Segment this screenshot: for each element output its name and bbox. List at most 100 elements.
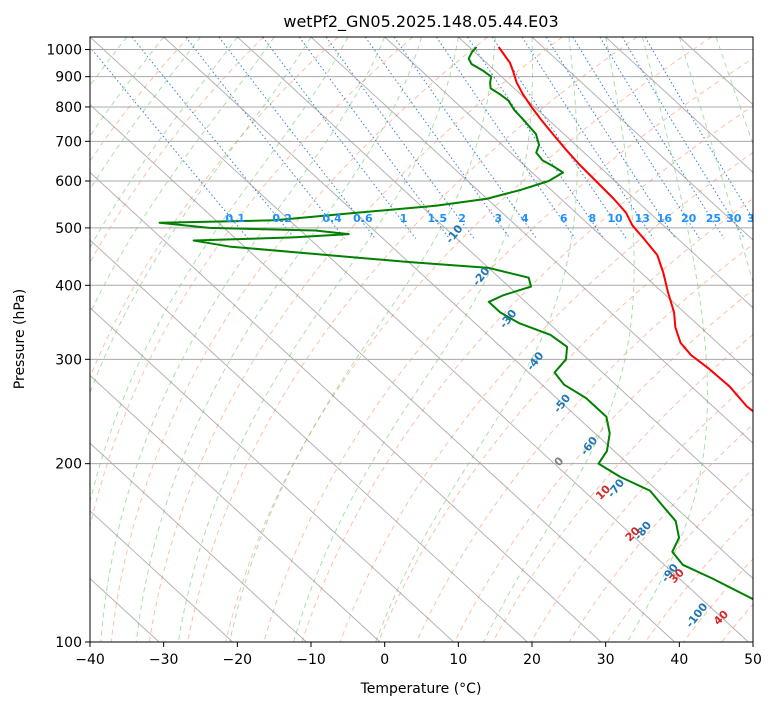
chart-title: wetPf2_GN05.2025.148.05.44.E03 [283, 12, 558, 32]
y-tick-label: 500 [55, 221, 82, 237]
mixing-ratio-line [545, 37, 676, 239]
isotherm-line [384, 37, 753, 377]
series-temperature-line [497, 46, 753, 413]
moist-adiabat-line [483, 37, 635, 642]
isotherm-line [236, 37, 753, 512]
x-tick-label: 30 [597, 652, 615, 668]
mixing-ratio-label: 2 [458, 212, 466, 225]
mixing-ratio-line [521, 37, 654, 239]
mixing-ratio-label: 6 [560, 212, 568, 225]
mixing-ratio-line [325, 37, 475, 239]
mixing-ratio-line [90, 46, 249, 239]
isotherm-line [90, 442, 307, 642]
dry-adiabat-line [263, 57, 753, 642]
mixing-ratio-label: 0.1 [226, 212, 246, 225]
dry-adiabat-line [339, 151, 753, 642]
dry-adiabat-line [645, 513, 753, 642]
isotherm-line [310, 37, 753, 444]
moist-adiabat-line [100, 37, 386, 642]
isotherm-line [90, 104, 676, 642]
mixing-ratio-label: 1.5 [428, 212, 448, 225]
mixing-ratio-line [131, 37, 296, 239]
y-axis: 1000 900 800 700 600 500 400 300 200 100 [46, 43, 90, 651]
mixing-ratio-line [572, 37, 700, 239]
isotherm-line [90, 510, 234, 642]
background-lines [90, 37, 753, 642]
mixing-ratio-label: 8 [588, 212, 596, 225]
dry-adiabat-line [377, 198, 753, 642]
mixing-ratio-label: 16 [657, 212, 673, 225]
y-tick-label: 1000 [46, 43, 82, 59]
series-layer [158, 46, 753, 601]
isotherm-line [163, 37, 753, 580]
mixing-ratio-line [599, 37, 725, 239]
mixing-ratio-line [298, 37, 450, 239]
isotherm-line [90, 37, 749, 642]
x-tick-label: −40 [75, 652, 105, 668]
isotherm-line [90, 239, 528, 642]
x-tick-label: 10 [449, 652, 467, 668]
mixing-ratio-line [467, 37, 604, 239]
dry-adiabat-line [454, 288, 753, 642]
mixing-ratio-line [644, 37, 753, 220]
y-tick-label: 300 [55, 352, 82, 368]
isotherm-line [90, 374, 381, 642]
y-tick-label: 900 [55, 70, 82, 86]
mixing-ratio-label: 36 [747, 212, 763, 225]
y-tick-label: 800 [55, 100, 82, 116]
dry-adiabat-line [606, 468, 753, 642]
dry-adiabat-line [90, 37, 190, 163]
moist-adiabat-line [135, 37, 422, 642]
mixing-ratio-line [621, 37, 745, 239]
dry-adiabat-line [225, 37, 712, 642]
series-dewpoint-line [158, 46, 753, 601]
moist-adiabat-line [90, 37, 238, 249]
moist-adiabat-line [90, 37, 275, 315]
isotherm-line [531, 37, 753, 241]
mixing-ratio-label: 0.4 [322, 212, 342, 225]
x-tick-label: 50 [744, 652, 762, 668]
dry-adiabat-line [90, 37, 264, 264]
mixing-ratio-label: 3 [494, 212, 502, 225]
mixing-ratio-line [436, 37, 576, 239]
moist-adiabat-line [177, 37, 459, 642]
x-tick-label: −20 [223, 652, 253, 668]
mixing-ratio-label: 0.2 [272, 212, 292, 225]
moist-adiabat-line [90, 37, 349, 504]
mixing-ratio-label: 25 [706, 212, 721, 225]
x-tick-label: 0 [380, 652, 389, 668]
dry-adiabat-line [416, 243, 753, 642]
mixing-ratio-label: 30 [726, 212, 742, 225]
isotherm-line [90, 171, 602, 642]
y-axis-label: Pressure (hPa) [12, 289, 28, 389]
dry-adiabat-line [301, 105, 753, 642]
isotherm-line [457, 37, 753, 309]
mixing-ratio-label: 10 [607, 212, 623, 225]
isotherm-line [90, 307, 455, 642]
x-tick-label: −10 [296, 652, 326, 668]
mixing-ratio-label: 13 [635, 212, 650, 225]
dry-adiabat-line [187, 37, 638, 642]
x-axis: −40 −30 −20 −10 0 10 20 30 40 50 [75, 642, 762, 668]
mixing-ratio-label: 0.6 [353, 212, 373, 225]
mixing-ratio-line [393, 37, 537, 239]
y-tick-label: 600 [55, 174, 82, 190]
mixing-ratio-label: 20 [681, 212, 697, 225]
mixing-ratio-label: 4 [521, 212, 529, 225]
plot-frame [89, 36, 754, 643]
moist-adiabat-line [90, 37, 312, 395]
x-tick-label: 40 [670, 652, 688, 668]
mixing-ratio-label: 1 [400, 212, 408, 225]
moist-adiabat-line [293, 37, 534, 642]
y-tick-label: 700 [55, 134, 82, 150]
y-tick-label: 100 [55, 635, 82, 651]
dry-adiabat-line [90, 37, 414, 529]
y-tick-label: 400 [55, 278, 82, 294]
dry-adiabat-line [148, 37, 563, 642]
mixing-ratio-line [185, 37, 345, 239]
x-tick-label: −30 [149, 652, 179, 668]
x-tick-label: 20 [523, 652, 541, 668]
isotherm-line [605, 37, 753, 174]
